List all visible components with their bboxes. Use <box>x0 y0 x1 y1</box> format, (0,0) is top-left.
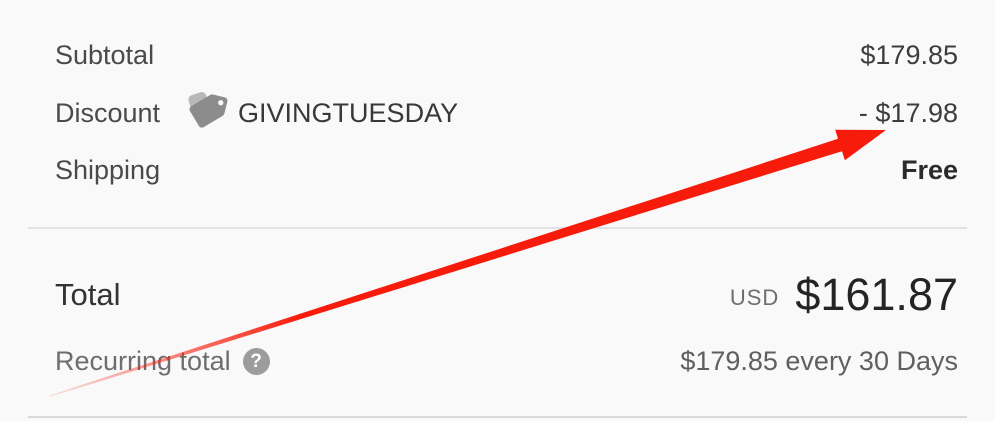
discount-code: GIVINGTUESDAY <box>238 97 459 128</box>
discount-label: Discount <box>55 97 161 128</box>
shipping-value: Free <box>900 154 958 185</box>
shipping-label: Shipping <box>55 154 161 185</box>
total-amount: $161.87 <box>795 269 958 320</box>
subtotal-label: Subtotal <box>55 39 155 70</box>
currency-code: USD <box>729 285 780 310</box>
tag-icon <box>186 90 228 137</box>
recurring-total-value: $179.85 every 30 Days <box>680 345 958 376</box>
divider-top <box>28 227 967 229</box>
recurring-total-label: Recurring total <box>55 345 231 376</box>
subtotal-row: Subtotal $179.85 <box>55 39 958 71</box>
total-value-group: USD $161.87 <box>730 269 958 321</box>
shipping-row: Shipping Free <box>55 154 958 186</box>
discount-value: - $17.98 <box>858 97 958 128</box>
subtotal-value: $179.85 <box>860 39 958 70</box>
recurring-label-group: Recurring total ? <box>55 346 270 377</box>
total-label: Total <box>55 277 121 312</box>
recurring-total-row: Recurring total ? $179.85 every 30 Days <box>55 344 958 378</box>
divider-bottom <box>28 416 967 418</box>
discount-label-group: Discount GIVINGTUESDAY <box>55 90 458 137</box>
total-row: Total USD $161.87 <box>55 269 958 321</box>
help-icon[interactable]: ? <box>242 347 270 375</box>
discount-row: Discount GIVINGTUESDAY - $17.98 <box>55 91 958 135</box>
